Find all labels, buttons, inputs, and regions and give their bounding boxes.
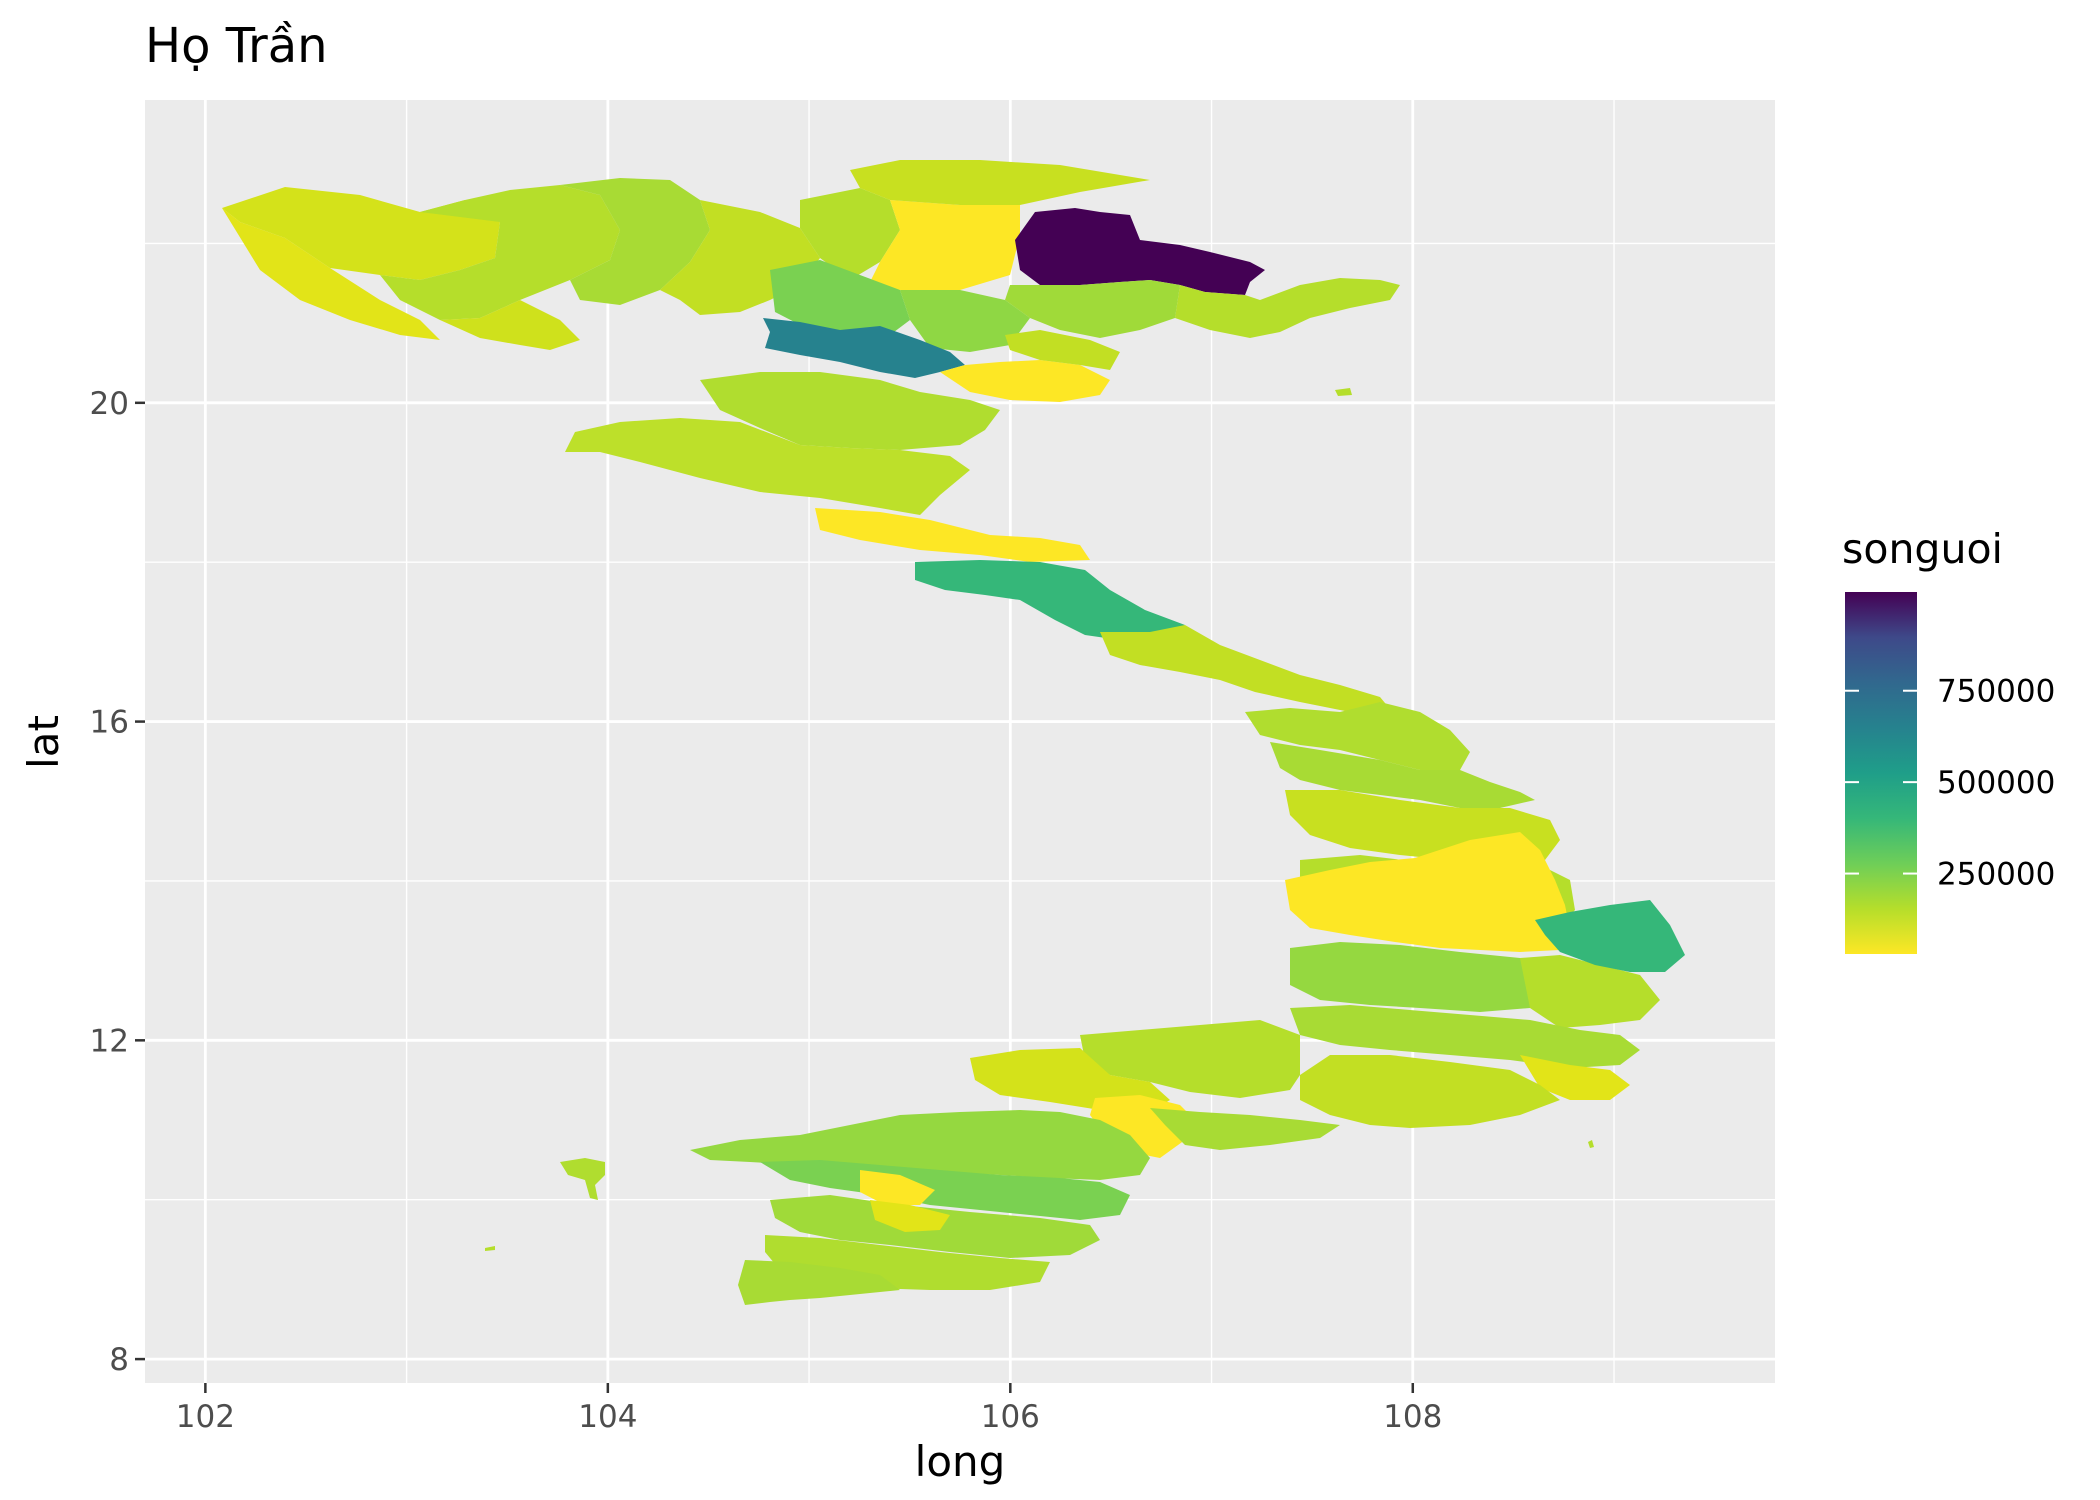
province-gialai	[1285, 832, 1570, 952]
province-central-1	[1100, 625, 1395, 715]
province-mekong-3	[860, 1170, 935, 1205]
province-thanhhoa	[700, 372, 1000, 450]
chart-title: Họ Trần	[145, 18, 328, 74]
legend-title: songuoi	[1842, 525, 2003, 573]
island-phuquoc	[560, 1158, 605, 1200]
province-northwest-3	[560, 178, 710, 305]
province-mekong-2	[760, 1160, 1130, 1220]
province-northeast-2	[1005, 280, 1180, 338]
x-axis: 102 104 106 108	[176, 1383, 1442, 1435]
y-axis-title: lat	[19, 715, 68, 769]
x-axis-title: long	[915, 1437, 1006, 1486]
province-camau	[738, 1260, 900, 1305]
province-hatinh	[815, 508, 1090, 562]
vietnam-map	[222, 160, 1685, 1305]
province-quangbinh	[915, 560, 1185, 640]
island-small-1	[1335, 388, 1352, 396]
y-tick-label: 12	[90, 1023, 129, 1059]
island-small-3	[1588, 1140, 1594, 1148]
legend-ticks: 250000 500000 750000	[1845, 674, 2055, 893]
island-small-2	[485, 1246, 495, 1251]
province-delta-2	[1005, 330, 1120, 370]
province-northwest-5	[222, 208, 440, 340]
x-tick-label: 104	[578, 1399, 637, 1435]
province-daklak	[1290, 942, 1555, 1012]
province-southeast-1	[1080, 1020, 1300, 1098]
province-central-2	[1245, 702, 1470, 770]
province-southeast-2	[970, 1048, 1170, 1112]
province-delta-1	[940, 360, 1110, 402]
province-hanoi	[1015, 208, 1265, 295]
y-axis: 8 12 16 20	[90, 386, 145, 1378]
province-south-central-3	[1300, 1055, 1560, 1128]
province-north-2	[870, 200, 1020, 290]
legend: songuoi 250000 500000 750000	[1842, 525, 2055, 954]
province-south-central-2	[1520, 1055, 1630, 1100]
province-north-4	[900, 290, 1030, 352]
legend-colorbar	[1845, 592, 1917, 954]
province-central-3	[1270, 742, 1535, 808]
province-phutho	[770, 260, 910, 340]
province-north-3	[850, 160, 1150, 205]
x-tick-label: 108	[1383, 1399, 1442, 1435]
y-tick-label: 8	[109, 1342, 129, 1378]
province-hoabinh	[763, 318, 965, 378]
legend-tick-label: 250000	[1937, 857, 2055, 893]
y-tick-label: 16	[90, 705, 129, 741]
province-south-central-1	[1290, 1005, 1640, 1068]
province-northwest-6	[440, 300, 580, 350]
province-northeast-1	[1175, 278, 1400, 338]
province-southeast-4	[1150, 1108, 1340, 1150]
x-tick-label: 102	[176, 1399, 235, 1435]
legend-tick-label: 500000	[1937, 765, 2055, 801]
province-binhdinh	[1520, 955, 1660, 1028]
province-north-1	[800, 188, 900, 280]
x-tick-label: 106	[981, 1399, 1040, 1435]
province-nghean	[565, 418, 970, 515]
y-tick-label: 20	[90, 386, 129, 422]
province-northwest-2	[380, 185, 620, 320]
province-mekong-5	[870, 1200, 950, 1232]
province-khanhhoa	[1535, 900, 1685, 972]
legend-tick-label: 750000	[1937, 674, 2055, 710]
